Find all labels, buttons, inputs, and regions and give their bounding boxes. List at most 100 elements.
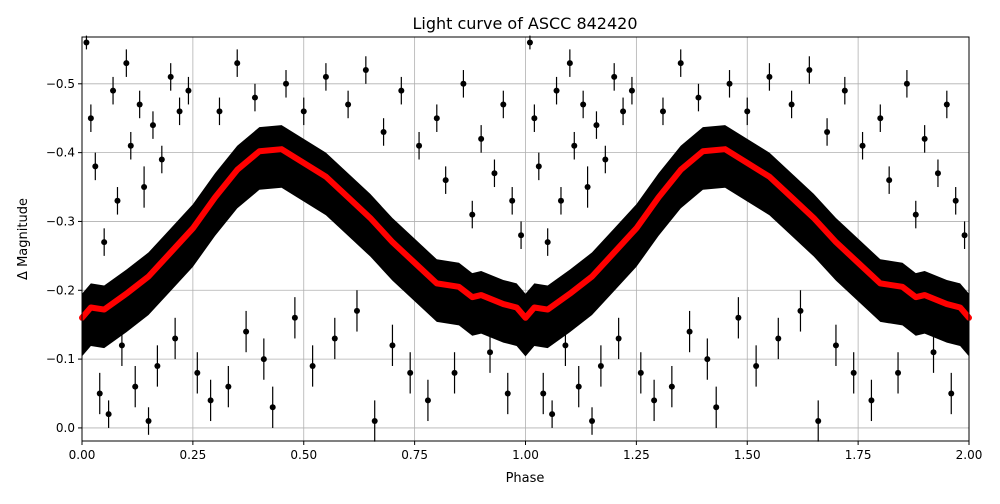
x-tick-label: 2.00: [956, 448, 983, 462]
data-point: [416, 142, 423, 149]
data-point: [154, 362, 161, 369]
data-point: [145, 418, 152, 425]
y-tick-label: −0.1: [46, 352, 75, 366]
data-point: [504, 390, 511, 397]
binned-curve: [79, 146, 972, 321]
data-point: [283, 80, 290, 87]
data-point: [575, 383, 582, 390]
data-point: [726, 80, 733, 87]
data-point: [309, 362, 316, 369]
data-point: [469, 211, 476, 218]
data-point: [615, 335, 622, 342]
data-point: [132, 383, 139, 390]
data-point: [353, 307, 360, 314]
data-point: [651, 397, 658, 404]
data-point: [943, 101, 950, 108]
data-point: [775, 335, 782, 342]
data-point: [442, 177, 449, 184]
data-point: [110, 87, 117, 94]
data-point: [713, 404, 720, 411]
data-point: [841, 87, 848, 94]
data-point: [371, 418, 378, 425]
data-point: [735, 314, 742, 321]
data-point: [269, 404, 276, 411]
data-point: [815, 418, 822, 425]
data-point: [611, 73, 618, 80]
data-point: [300, 108, 307, 115]
data-points: [83, 35, 968, 442]
data-point: [509, 197, 516, 204]
data-point: [118, 342, 125, 349]
data-point: [686, 328, 693, 335]
data-point: [584, 184, 591, 191]
binned-curve-line: [79, 146, 972, 321]
data-point: [291, 314, 298, 321]
chart-title: Light curve of ASCC 842420: [412, 14, 637, 33]
data-point: [136, 101, 143, 108]
data-band: [82, 125, 969, 357]
data-point: [695, 94, 702, 101]
data-point: [850, 369, 857, 376]
data-point: [921, 135, 928, 142]
data-point: [744, 108, 751, 115]
x-tick-label: 0.00: [69, 448, 96, 462]
data-point: [322, 73, 329, 80]
data-point: [487, 349, 494, 356]
data-point: [766, 73, 773, 80]
data-point: [194, 369, 201, 376]
data-point: [398, 87, 405, 94]
data-point: [451, 369, 458, 376]
data-point: [557, 197, 564, 204]
data-point: [628, 87, 635, 94]
data-point: [597, 362, 604, 369]
data-point: [832, 342, 839, 349]
data-point: [806, 67, 813, 74]
data-point: [331, 335, 338, 342]
data-point: [158, 156, 165, 163]
data-point: [868, 397, 875, 404]
data-point: [753, 362, 760, 369]
data-point: [96, 390, 103, 397]
data-point: [243, 328, 250, 335]
data-point: [362, 67, 369, 74]
data-point: [101, 239, 108, 246]
x-tick-label: 0.25: [180, 448, 207, 462]
x-tick-label: 0.50: [290, 448, 317, 462]
data-point: [934, 170, 941, 177]
data-point: [544, 239, 551, 246]
x-axis-label: Phase: [506, 471, 545, 486]
data-point: [185, 87, 192, 94]
data-point: [149, 122, 156, 129]
data-point: [127, 142, 134, 149]
data-point: [593, 122, 600, 129]
data-point: [589, 418, 596, 425]
data-point: [526, 39, 533, 46]
data-point: [225, 383, 232, 390]
data-point: [677, 60, 684, 67]
data-point: [433, 115, 440, 122]
x-tick-label: 1.00: [512, 448, 539, 462]
dense-point-band: [82, 125, 969, 357]
data-point: [531, 115, 538, 122]
data-point: [176, 108, 183, 115]
data-point: [797, 307, 804, 314]
data-point: [535, 163, 542, 170]
data-point: [345, 101, 352, 108]
data-point: [912, 211, 919, 218]
data-point: [83, 39, 90, 46]
y-tick-label: 0.0: [56, 421, 75, 435]
data-point: [424, 397, 431, 404]
data-point: [92, 163, 99, 170]
data-point: [659, 108, 666, 115]
x-axis: 0.00 0.25 0.50 0.75 1.00 1.25 1.50 1.75 2.00: [69, 441, 983, 462]
x-tick-label: 0.75: [401, 448, 428, 462]
data-point: [571, 142, 578, 149]
data-point: [478, 135, 485, 142]
data-point: [602, 156, 609, 163]
data-point: [491, 170, 498, 177]
data-point: [952, 197, 959, 204]
data-point: [704, 356, 711, 363]
data-point: [859, 142, 866, 149]
data-point: [549, 411, 556, 418]
y-tick-label: −0.2: [46, 283, 75, 297]
